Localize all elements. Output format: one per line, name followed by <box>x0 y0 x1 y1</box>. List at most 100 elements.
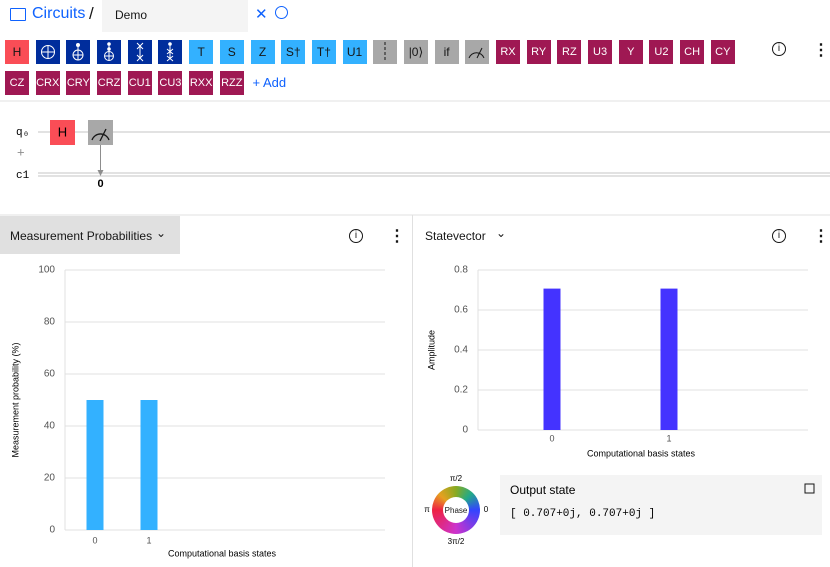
gate[interactable]: RY <box>526 40 551 64</box>
gate[interactable]: U3 <box>588 40 613 64</box>
ccx-icon <box>104 42 115 61</box>
classical-label: c1 <box>16 170 30 182</box>
gate[interactable]: CZ <box>5 71 29 95</box>
menu-icon[interactable]: ⋮ <box>813 42 829 59</box>
barrier-icon <box>384 42 386 62</box>
y-axis-label: Amplitude <box>426 330 436 370</box>
arrow-head <box>97 170 104 176</box>
y-tick-label: 60 <box>44 369 56 380</box>
gate[interactable] <box>66 40 91 64</box>
chevron[interactable]: ⌄ <box>156 226 167 240</box>
gate-h[interactable] <box>50 120 75 145</box>
measure-icon <box>91 128 110 142</box>
gate[interactable] <box>158 40 183 64</box>
x-tick-label: 0 <box>549 433 554 443</box>
y-tick-label: 20 <box>44 473 56 484</box>
gate[interactable]: RZZ <box>219 71 244 95</box>
add-qubit[interactable]: + <box>17 144 25 159</box>
panel-title[interactable]: Statevector <box>425 229 486 243</box>
x-tick-label: 1 <box>666 433 671 443</box>
gate[interactable]: S† <box>281 40 306 64</box>
gate[interactable]: CY <box>710 40 735 64</box>
y-axis-label: Measurement probability (%) <box>10 342 20 457</box>
tab-title: Demo <box>115 8 148 22</box>
cswap-icon <box>167 42 174 62</box>
panel-title[interactable]: Measurement Probabilities <box>10 229 153 243</box>
y-tick-label: 0.8 <box>454 265 468 276</box>
bar <box>660 288 678 430</box>
bar <box>543 288 561 430</box>
phase-top: π/2 <box>450 474 463 483</box>
gate[interactable]: U2 <box>649 40 674 64</box>
menu-icon[interactable]: ⋮ <box>813 228 829 245</box>
gate[interactable] <box>373 40 398 64</box>
cnot-icon <box>40 45 55 59</box>
phase-bottom: 3π/2 <box>448 537 465 546</box>
gate-row: H T S Z S† T† U1 |0⟩ if RX RY RZ U3 Y U2… <box>5 40 735 64</box>
gate[interactable]: CRZ <box>97 71 122 95</box>
copy-icon[interactable] <box>804 483 815 494</box>
x-axis-label: Computational basis states <box>168 548 277 558</box>
gate[interactable] <box>35 40 60 64</box>
x-tick-label: 0 <box>92 535 97 545</box>
y-tick-label: 80 <box>44 317 56 328</box>
y-tick-label: 100 <box>38 265 55 276</box>
y-tick-label: 0 <box>462 425 468 436</box>
qubit-label: q₀ <box>16 127 29 139</box>
measure-bit: 0 <box>97 178 103 190</box>
gate[interactable] <box>465 40 490 64</box>
gate[interactable] <box>97 40 122 64</box>
phase-label: Phase <box>443 497 469 523</box>
tab[interactable] <box>102 0 248 32</box>
gate[interactable]: CU3 <box>158 71 183 95</box>
gate[interactable]: H <box>5 40 29 64</box>
gate[interactable]: Z <box>250 40 275 64</box>
gate[interactable]: CRY <box>66 71 91 95</box>
y-tick-label: 0.2 <box>454 385 468 396</box>
breadcrumb[interactable]: Circuits <box>32 5 86 22</box>
chevron[interactable]: ⌄ <box>496 226 507 240</box>
x-axis-label: Computational basis states <box>587 448 696 458</box>
gate[interactable]: RZ <box>557 40 582 64</box>
measure-icon <box>468 47 485 59</box>
separator: / <box>89 4 94 23</box>
bar <box>86 400 104 530</box>
gate-row: CZ CRX CRY CRZ CU1 CU3 RXX RZZ + Add <box>5 71 286 95</box>
save-icon[interactable] <box>275 6 288 19</box>
gate[interactable]: CU1 <box>127 71 152 95</box>
swap-icon <box>136 42 144 62</box>
add-gate[interactable]: + Add <box>252 75 287 90</box>
gate[interactable]: Y <box>618 40 643 64</box>
gate-label: H <box>58 124 67 139</box>
y-tick-label: 0.6 <box>454 305 468 316</box>
phase-right: 0 <box>484 505 489 514</box>
gate[interactable]: T <box>189 40 214 64</box>
ccx-icon <box>72 43 84 61</box>
y-tick-label: 0.4 <box>454 345 468 356</box>
y-tick-label: 40 <box>44 421 56 432</box>
gate[interactable]: if <box>434 40 459 64</box>
info-icon[interactable]: i <box>772 42 786 56</box>
folder-icon <box>10 8 26 21</box>
gate[interactable]: RX <box>496 40 520 64</box>
x-tick-label: 1 <box>146 535 151 545</box>
gate[interactable]: CRX <box>35 71 60 95</box>
menu-icon[interactable]: ⋮ <box>389 228 405 245</box>
y-tick-label: 0 <box>49 525 55 536</box>
gate[interactable]: U1 <box>342 40 367 64</box>
gate[interactable]: |0⟩ <box>403 40 428 64</box>
phase-left: π <box>424 505 430 514</box>
gate[interactable]: CH <box>680 40 705 64</box>
bar <box>140 400 158 530</box>
close-icon[interactable]: ✕ <box>255 6 268 23</box>
info-icon[interactable]: i <box>772 229 786 243</box>
gate[interactable]: RXX <box>189 71 214 95</box>
gate[interactable]: T† <box>311 40 336 64</box>
info-icon[interactable]: i <box>349 229 363 243</box>
output-title: Output state <box>510 483 576 497</box>
gate[interactable]: S <box>219 40 244 64</box>
gate[interactable] <box>127 40 152 64</box>
dropdown[interactable] <box>0 216 180 254</box>
output-value: [ 0.707+0j, 0.707+0j ] <box>510 508 655 520</box>
